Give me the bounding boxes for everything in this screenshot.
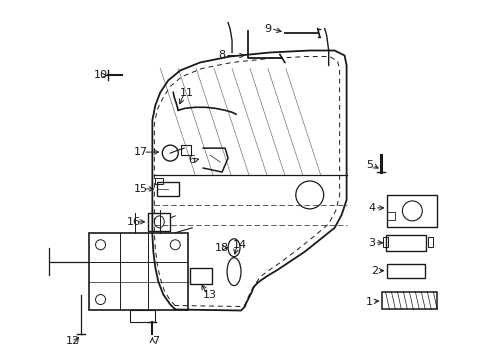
Text: 1: 1 [365,297,372,306]
Text: 11: 11 [180,88,194,98]
Bar [386,264,425,278]
Text: 14: 14 [232,240,246,250]
Bar [88,233,188,310]
Text: 17: 17 [133,147,147,157]
Bar [148,213,170,231]
Text: 2: 2 [370,266,377,276]
Text: 6: 6 [188,155,195,165]
Bar [130,310,155,323]
Bar [427,237,432,247]
Text: 18: 18 [215,243,229,253]
Text: 3: 3 [367,238,374,248]
Text: 4: 4 [367,203,374,213]
Text: 12: 12 [65,336,80,346]
Bar [157,182,179,196]
Bar [383,237,387,247]
Text: 9: 9 [264,24,271,33]
Text: 13: 13 [203,289,217,300]
Text: 10: 10 [93,71,107,80]
Bar [155,178,163,184]
Bar [382,292,436,310]
Text: 7: 7 [151,336,159,346]
Bar [386,212,395,220]
Text: 16: 16 [126,217,140,227]
Bar [386,195,436,227]
Bar [386,235,426,251]
Bar [190,268,212,284]
Bar [181,145,191,155]
Text: 15: 15 [133,184,147,194]
Text: 5: 5 [365,160,372,170]
Text: 8: 8 [218,50,225,60]
